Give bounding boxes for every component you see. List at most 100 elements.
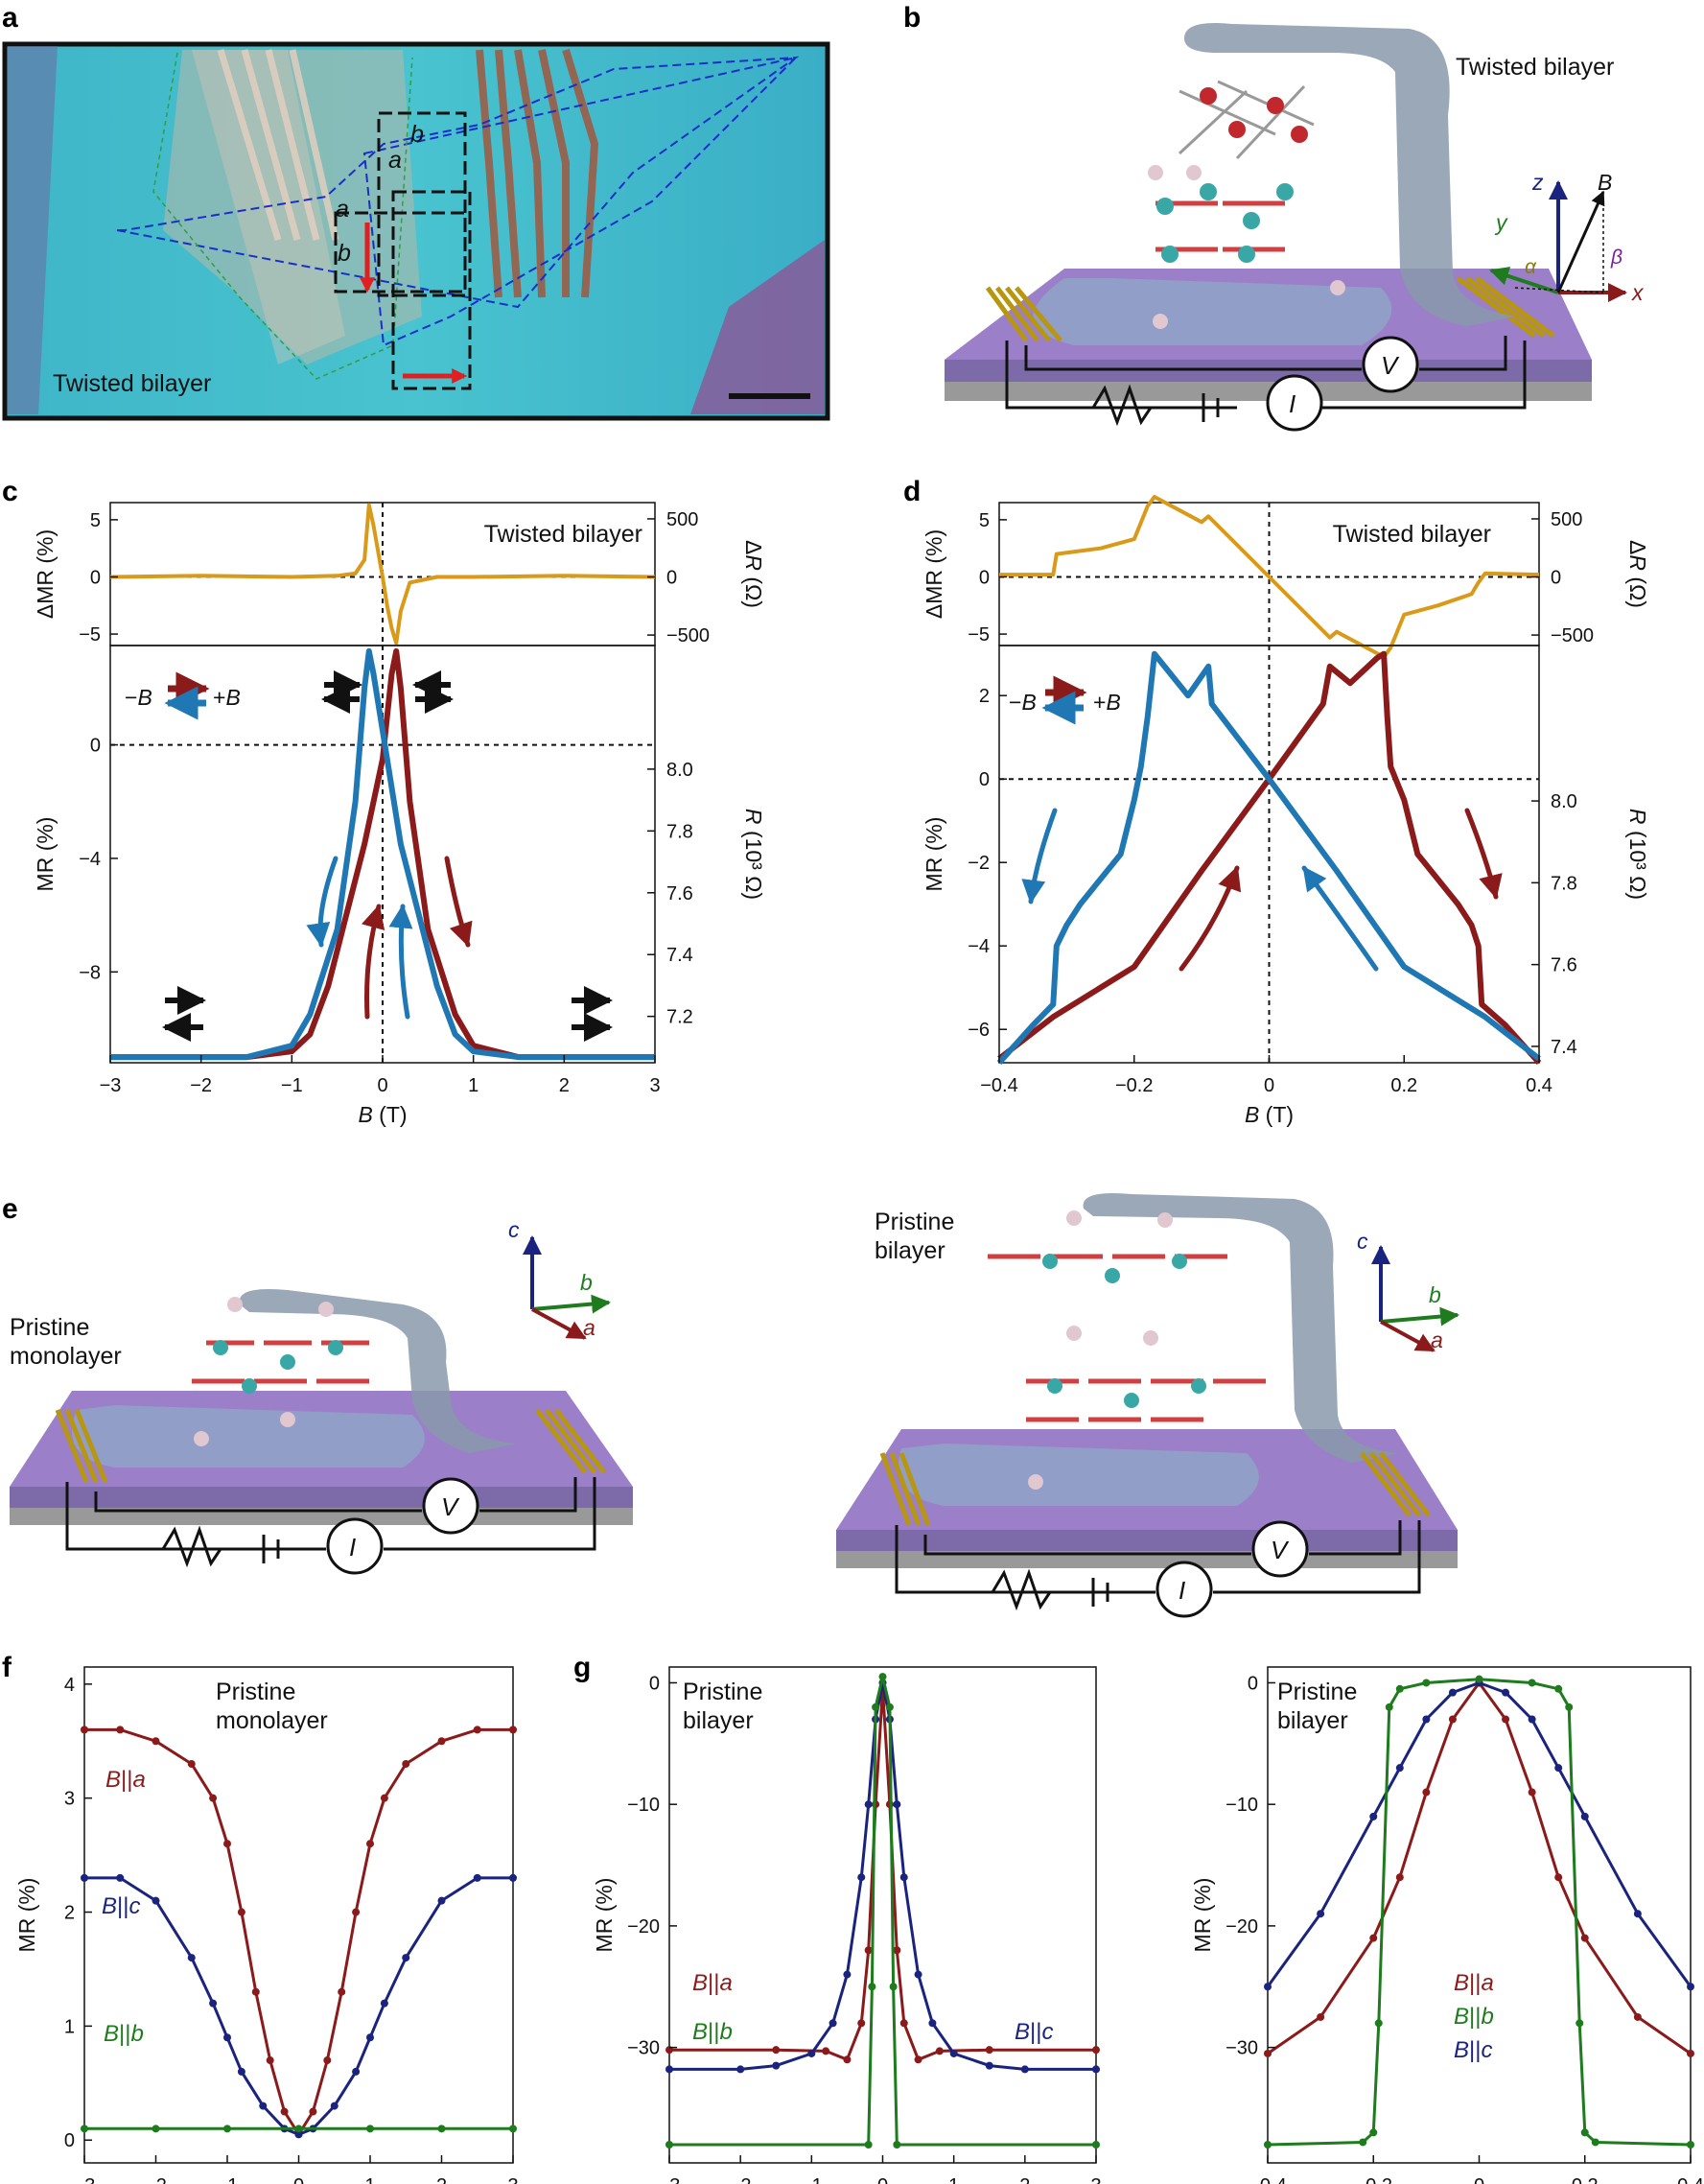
data-point (1369, 1934, 1378, 1942)
data-point (864, 1800, 873, 1809)
y-tick-label: 0 (90, 736, 101, 757)
data-point (843, 1970, 852, 1979)
data-point (1565, 1703, 1574, 1711)
axis-a-label-right: a (1431, 1327, 1443, 1352)
data-point (437, 1896, 446, 1905)
sweep-arrow-icon (1301, 865, 1379, 972)
data-point (116, 1726, 125, 1734)
data-point (893, 1946, 901, 1955)
data-point (864, 2140, 873, 2149)
y-tick-label: 0 (90, 567, 101, 588)
sweep-arrow-icon (444, 856, 473, 948)
y-tick-label: −5 (968, 624, 990, 646)
data-point (473, 1726, 481, 1734)
crystal-axes-e-left: c b a (508, 1217, 611, 1340)
data-point (251, 1987, 260, 1996)
data-point (352, 2067, 361, 2076)
series-line-Ba (84, 1727, 513, 2136)
x-tick-label: −1 (801, 2175, 823, 2184)
data-point (223, 1840, 231, 1848)
data-point (1264, 2140, 1272, 2149)
micrograph-caption: Twisted bilayer (53, 370, 211, 397)
panel-label-a: a (2, 2, 18, 34)
data-point (1264, 1983, 1272, 1991)
y-tick-label: 1 (64, 2016, 75, 2037)
data-point (1554, 1764, 1563, 1773)
label-B-a-f: B||a (105, 1767, 146, 1793)
data-point (1580, 1812, 1589, 1820)
data-point (1687, 2049, 1694, 2057)
x-tick-label: 0.2 (1390, 1075, 1417, 1096)
data-point (1633, 1910, 1642, 1918)
data-point (81, 1873, 88, 1882)
data-point (1591, 2138, 1599, 2147)
ammeter-label-e2: I (1179, 1576, 1185, 1605)
x-tick-label: 0 (377, 1075, 387, 1096)
data-point (237, 1908, 245, 1916)
sweep-arrow-icon (1464, 808, 1503, 900)
axis-b-label-2: b (410, 121, 424, 148)
data-point (1092, 2140, 1100, 2149)
y2-tick-label: 7.4 (666, 945, 693, 966)
data-point (366, 2033, 374, 2042)
data-point (259, 2102, 268, 2110)
series-line-0 (999, 495, 1540, 659)
sweep-arrow-icon (306, 856, 338, 948)
label-B-a-g: B||a (692, 1970, 733, 1996)
x-tick-label: 0.2 (1572, 2175, 1599, 2184)
chart-c-main: −3 −2 −1 0 1 2 3 0 −4 −8 8.0 7.8 7.6 7.4 7.2 B (T) MR (%… (33, 645, 766, 1127)
chart-title: bilayer (1277, 1707, 1348, 1734)
pristine-monolayer-label-1: Pristine (10, 1314, 89, 1341)
x-axis-label: B (T) (1245, 1102, 1294, 1127)
legend-pos-B: +B (213, 685, 241, 710)
data-point (402, 1954, 410, 1962)
chart-title: monolayer (216, 1707, 328, 1734)
chart-title: Pristine (216, 1679, 295, 1705)
series-line-B (997, 650, 1542, 1066)
labels-f: B||a B||c B||b (102, 1767, 146, 2047)
legend-neg-B: −B (125, 685, 152, 710)
y2-tick-label: 8.0 (666, 760, 693, 781)
data-point (352, 1908, 361, 1916)
data-point (280, 2107, 289, 2116)
data-point (294, 2130, 303, 2139)
data-point (665, 2065, 673, 2074)
y-tick-label: −5 (79, 624, 101, 646)
series-line-Ba (669, 1687, 1096, 2061)
y2-axis-label: R (10³ Ω) (741, 809, 766, 900)
data-point (899, 1873, 908, 1882)
x-tick-label: −2 (730, 2175, 752, 2184)
data-point (665, 2140, 673, 2149)
data-point (772, 2046, 781, 2055)
data-point (1317, 1910, 1325, 1918)
y2-axis-label: ΔR (Ω) (1625, 540, 1650, 608)
data-point (116, 1873, 125, 1882)
axis-z-label: z (1531, 170, 1544, 195)
axis-a-label-left: a (583, 1315, 595, 1340)
x-tick-label: −1 (281, 1075, 303, 1096)
data-point (949, 2049, 958, 2057)
axis-x-label: x (1631, 280, 1645, 305)
pristine-bilayer-label-1: Pristine (875, 1209, 954, 1235)
y2-tick-label: −500 (1551, 625, 1594, 646)
data-point (1554, 1684, 1563, 1693)
ammeter-label: I (1289, 389, 1296, 418)
chart-title: Twisted bilayer (484, 521, 642, 548)
sweep-arrow-icon (1021, 808, 1058, 904)
data-point (81, 2125, 88, 2133)
data-point (1687, 1983, 1694, 1991)
data-point (1576, 2019, 1584, 2028)
y2-tick-label: 7.4 (1551, 1037, 1577, 1058)
data-point (807, 2049, 816, 2057)
data-point (1502, 1688, 1510, 1697)
data-point (1528, 1679, 1536, 1687)
data-point (366, 2125, 374, 2133)
data-point (1395, 1684, 1404, 1693)
data-point (1422, 1679, 1431, 1687)
label-B-b-g: B||b (692, 2019, 733, 2045)
data-point (1580, 2128, 1589, 2137)
x-tick-label: 3 (649, 1075, 660, 1096)
data-point (223, 2033, 231, 2042)
y2-tick-label: 7.2 (666, 1007, 693, 1028)
